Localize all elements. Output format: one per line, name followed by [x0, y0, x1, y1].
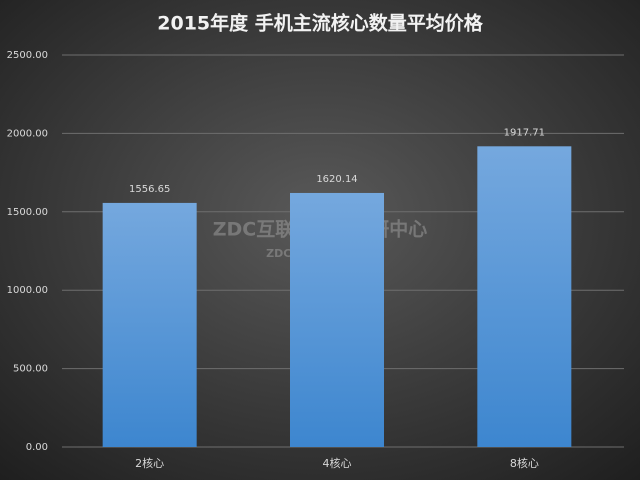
bar	[477, 146, 572, 447]
x-tick-label: 4核心	[323, 456, 352, 470]
y-tick-label: 0.00	[26, 442, 48, 453]
bar	[102, 202, 197, 447]
y-tick-label: 2500.00	[7, 50, 48, 61]
x-tick-label: 8核心	[510, 456, 539, 470]
value-label: 1556.65	[129, 184, 170, 195]
y-tick-label: 2000.00	[7, 128, 48, 139]
y-tick-label: 1000.00	[7, 285, 48, 296]
value-label: 1620.14	[316, 174, 357, 185]
value-label: 1917.71	[504, 127, 545, 138]
y-tick-label: 1500.00	[7, 207, 48, 218]
y-tick-label: 500.00	[13, 364, 48, 375]
chart-title: 2015年度 手机主流核心数量平均价格	[157, 12, 483, 35]
x-tick-label: 2核心	[135, 456, 164, 470]
bar	[290, 192, 384, 447]
